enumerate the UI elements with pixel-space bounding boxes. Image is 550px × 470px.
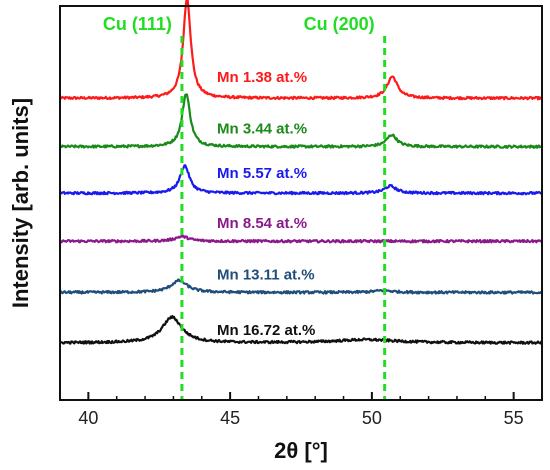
- series-label-1: Mn 1.38 at.%: [217, 69, 307, 86]
- series-line-2: [59, 93, 543, 149]
- plot-frame: [59, 5, 543, 401]
- series-line-5: [59, 278, 543, 295]
- series-line-6: [59, 315, 543, 345]
- y-axis-title: Intensity [arb. units]: [8, 98, 33, 308]
- x-tick-label-45: 45: [220, 408, 240, 428]
- series-label-5: Mn 13.11 at.%: [217, 266, 315, 283]
- series-line-3: [59, 164, 543, 196]
- x-axis: 40 45 50 55: [59, 392, 543, 428]
- series-layer: [58, 0, 543, 345]
- series-label-4: Mn 8.54 at.%: [217, 215, 307, 232]
- series-label-3: Mn 5.57 at.%: [217, 165, 307, 182]
- reference-lines-layer: Cu (111) Cu (200): [103, 14, 387, 400]
- x-tick-label-55: 55: [504, 408, 524, 428]
- series-label-6: Mn 16.72 at.%: [217, 322, 315, 339]
- series-labels: Mn 1.38 at.% Mn 3.44 at.% Mn 5.57 at.% Mn 8…: [217, 69, 315, 339]
- series-line-4: [58, 234, 543, 244]
- x-tick-label-50: 50: [362, 408, 382, 428]
- reference-label-1: Cu (111): [103, 14, 172, 34]
- series-label-2: Mn 3.44 at.%: [217, 121, 307, 138]
- series-line-1: [59, 0, 543, 101]
- x-axis-title: 2θ [°]: [274, 438, 328, 463]
- x-tick-label-40: 40: [78, 408, 98, 428]
- reference-label-2: Cu (200): [304, 14, 375, 34]
